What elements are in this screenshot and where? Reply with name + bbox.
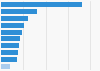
Bar <box>1 9 37 14</box>
Bar <box>1 30 22 35</box>
Bar <box>1 2 82 7</box>
Bar <box>1 50 18 55</box>
Bar <box>1 64 10 69</box>
Bar <box>1 23 24 28</box>
Bar <box>1 57 17 62</box>
Bar <box>1 16 28 21</box>
Bar <box>1 43 19 48</box>
Bar <box>1 36 20 41</box>
